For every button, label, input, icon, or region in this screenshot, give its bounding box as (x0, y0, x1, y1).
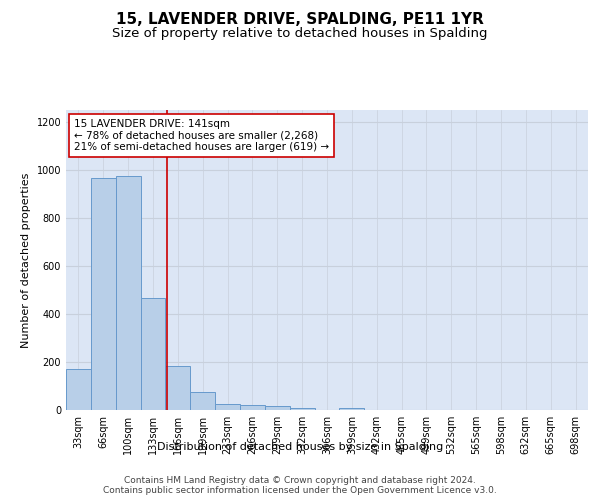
Y-axis label: Number of detached properties: Number of detached properties (21, 172, 31, 348)
Bar (91, 178, 116, 410)
Bar (215, 404, 240, 410)
Bar (166, 366, 190, 410)
Bar (66, 369, 91, 410)
Bar (116, 176, 140, 410)
Text: 15 LAVENDER DRIVE: 141sqm
← 78% of detached houses are smaller (2,268)
21% of se: 15 LAVENDER DRIVE: 141sqm ← 78% of detac… (74, 119, 329, 152)
Bar (265, 406, 290, 410)
Bar (290, 408, 314, 410)
Text: 15, LAVENDER DRIVE, SPALDING, PE11 1YR: 15, LAVENDER DRIVE, SPALDING, PE11 1YR (116, 12, 484, 28)
Bar (190, 392, 215, 410)
Bar (240, 405, 265, 410)
Text: Contains HM Land Registry data © Crown copyright and database right 2024.
Contai: Contains HM Land Registry data © Crown c… (103, 476, 497, 495)
Bar (340, 408, 364, 410)
Text: Size of property relative to detached houses in Spalding: Size of property relative to detached ho… (112, 28, 488, 40)
Bar (140, 298, 166, 410)
Text: Distribution of detached houses by size in Spalding: Distribution of detached houses by size … (157, 442, 443, 452)
